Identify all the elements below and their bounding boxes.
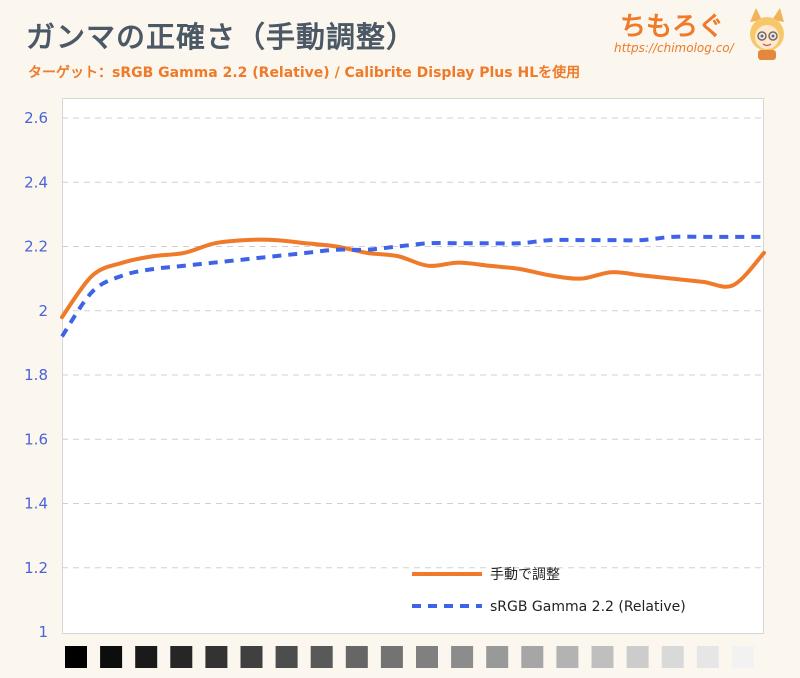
gray-swatch — [100, 646, 123, 668]
x-axis-swatches — [65, 646, 754, 668]
fox-girl-mascot-icon — [750, 8, 784, 60]
gray-swatch — [416, 646, 438, 668]
plot-area — [62, 98, 764, 634]
gray-swatch — [240, 646, 263, 668]
y-tick-label: 1.8 — [24, 366, 48, 384]
page-title: ガンマの正確さ（手動調整） — [26, 20, 417, 54]
gray-swatch — [626, 646, 649, 668]
gray-swatch — [731, 646, 754, 668]
gray-swatch — [486, 646, 509, 668]
series-line-target — [60, 234, 764, 338]
grid-lines — [62, 117, 764, 569]
gray-swatch — [696, 646, 719, 668]
logo-url[interactable]: https://chimolog.co/ — [614, 41, 734, 55]
gray-swatch — [556, 646, 579, 668]
gray-swatch — [135, 646, 158, 668]
gray-swatch — [205, 646, 228, 668]
gray-swatch — [345, 646, 368, 668]
y-axis-ticks: 1 1.2 1.4 1.6 1.8 2 2.2 2.4 2.6 — [24, 109, 48, 641]
site-logo[interactable]: ちもろぐ https://chimolog.co/ — [612, 6, 794, 62]
y-tick-label: 1.4 — [24, 495, 48, 513]
gray-swatch — [310, 646, 333, 668]
y-tick-label: 2.4 — [24, 173, 48, 191]
y-tick-label: 1 — [38, 623, 48, 641]
gray-swatch — [661, 646, 684, 668]
y-tick-label: 2.2 — [24, 238, 48, 256]
gray-swatch — [521, 646, 544, 668]
gray-swatch — [380, 646, 403, 668]
y-tick-label: 1.6 — [24, 430, 48, 448]
gray-swatch — [170, 646, 193, 668]
page-subtitle: ターゲット：sRGB Gamma 2.2 (Relative) / Calibr… — [28, 65, 581, 81]
gray-swatch — [451, 646, 474, 668]
gray-swatch — [591, 646, 614, 668]
legend-label-manual: 手動で調整 — [490, 567, 560, 583]
gray-swatch — [275, 646, 298, 668]
gray-swatch — [65, 646, 87, 668]
y-tick-label: 2.6 — [24, 109, 48, 127]
series-lines — [60, 234, 766, 338]
y-tick-label: 2 — [38, 302, 48, 320]
logo-name: ちもろぐ — [620, 12, 725, 42]
legend-label-target: sRGB Gamma 2.2 (Relative) — [490, 599, 686, 615]
series-line-manual — [60, 237, 766, 320]
legend: 手動で調整 sRGB Gamma 2.2 (Relative) — [412, 567, 686, 615]
y-tick-label: 1.2 — [24, 559, 48, 577]
